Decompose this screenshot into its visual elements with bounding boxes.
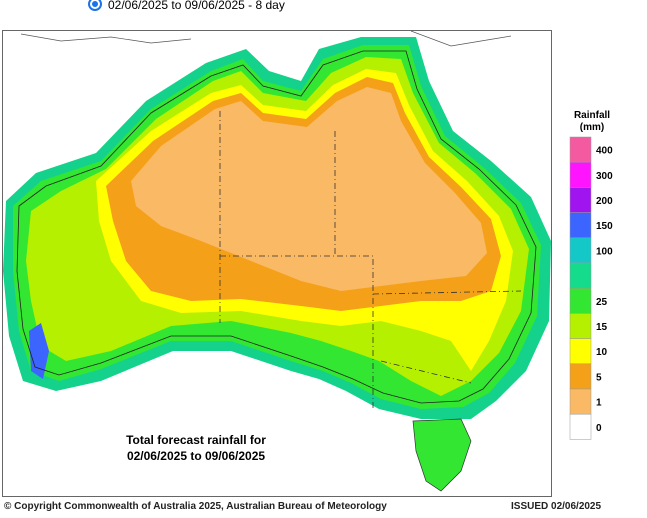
period-label[interactable]: 02/06/2025 to 09/06/2025 - 8 day (108, 0, 285, 12)
legend-label: 0 (596, 423, 602, 434)
legend-swatch (569, 338, 592, 365)
legend-swatch (569, 136, 592, 163)
map: Total forecast rainfall for 02/06/2025 t… (3, 30, 551, 492)
legend-label: 100 (596, 246, 613, 257)
map-caption: Total forecast rainfall for (126, 433, 266, 447)
legend-swatch (569, 313, 592, 339)
legend-swatch (569, 237, 592, 264)
copyright: © Copyright Commonwealth of Australia 20… (4, 501, 387, 512)
legend-label: 1 (596, 398, 602, 409)
map-caption: 02/06/2025 to 09/06/2025 (127, 449, 265, 463)
legend-label: 25 (596, 297, 608, 308)
legend-swatch (569, 363, 592, 390)
legend-label: 300 (596, 171, 613, 182)
radio-button[interactable] (88, 0, 102, 11)
legend-label: 200 (596, 196, 613, 207)
legend-label: 150 (596, 221, 613, 232)
map-frame: Total forecast rainfall for 02/06/2025 t… (2, 30, 552, 497)
legend-swatch (569, 388, 592, 415)
tasmania (412, 418, 472, 492)
coastline-pacific (20, 30, 512, 47)
legend-swatch (569, 187, 592, 213)
legend-label: 10 (596, 347, 608, 358)
legend-swatch (569, 287, 592, 314)
legend-swatch (569, 161, 592, 188)
legend-unit: (mm) (580, 122, 604, 133)
legend-swatch (569, 262, 592, 289)
issued-date: ISSUED 02/06/2025 (511, 501, 602, 512)
legend-swatch (569, 413, 592, 440)
legend-title: Rainfall (574, 110, 610, 121)
legend-label: 15 (596, 322, 608, 333)
state-borders (219, 111, 522, 411)
legend-swatch (569, 212, 592, 239)
coastline (16, 50, 537, 404)
legend-label: 5 (596, 372, 602, 383)
legend-label: 400 (596, 146, 613, 157)
